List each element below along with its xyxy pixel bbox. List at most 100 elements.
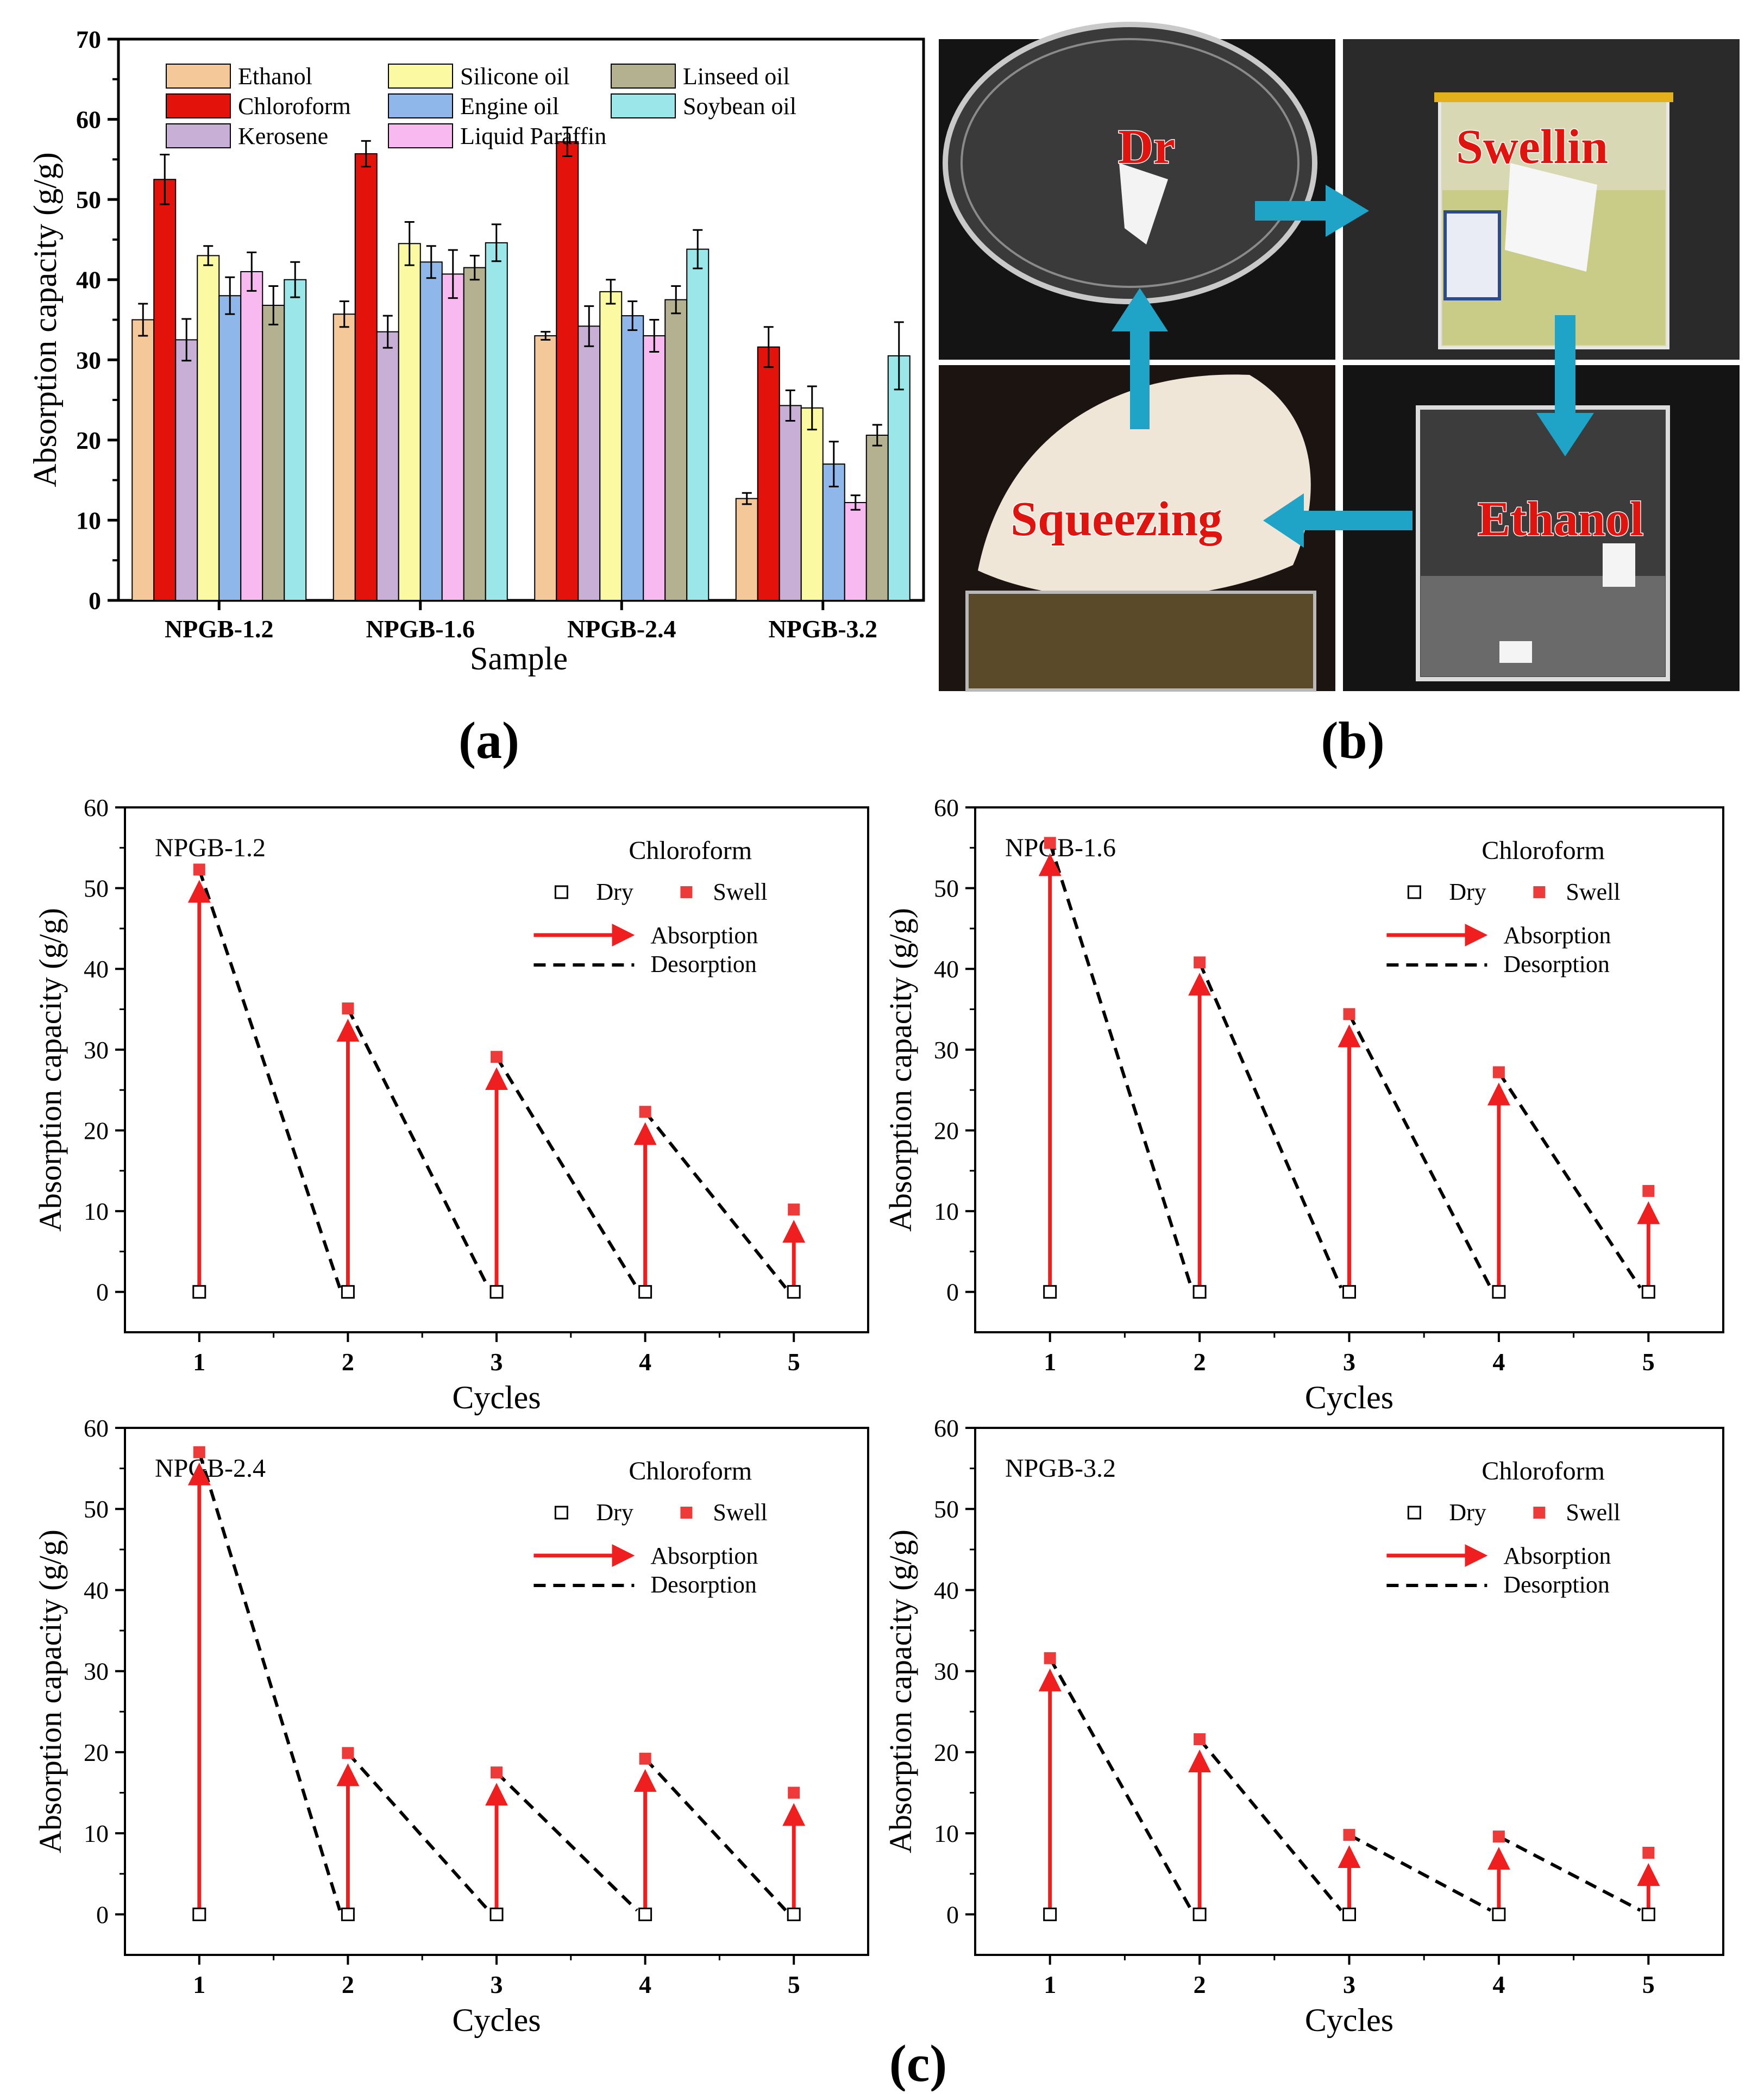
petri-dish [943, 22, 1317, 304]
bar-chart-panel: 0 10 20 30 40 50 60 70 Absorption capacity (g/g)… [27, 26, 925, 676]
bar-liquid-paraffin [240, 271, 263, 601]
x-axis-label: Cycles [1305, 1380, 1393, 1415]
legend-swell-marker [680, 1507, 693, 1519]
y-tick-label: 30 [934, 1036, 959, 1064]
bar-ethanol [534, 335, 557, 601]
y-tick-label: 20 [84, 1117, 109, 1144]
sample-annotation: NPGB-1.2 [155, 833, 266, 862]
legend-label: Dry [596, 1499, 633, 1526]
bar-kerosene [376, 331, 399, 601]
y-tick-label: 10 [934, 1198, 959, 1225]
legend-swatch [388, 64, 453, 89]
bar-engine-oil [218, 295, 242, 601]
legend-title: Chloroform [1481, 836, 1605, 865]
y-axis-label: Absorption capacity (g/g) [33, 908, 68, 1232]
x-tick-label: 3 [1343, 1348, 1355, 1376]
label-swelling: Swellin [1456, 120, 1608, 174]
legend-label: Engine oil [460, 93, 559, 120]
y-tick-label: 30 [84, 1658, 109, 1685]
desorption-line [1048, 842, 1193, 1289]
x-tick-label: 2 [342, 1348, 354, 1376]
y-tick-label: 10 [76, 506, 101, 534]
dry-marker [1192, 1285, 1207, 1299]
swell-marker [1642, 1184, 1655, 1197]
arrow-ethanol-to-squeezing [1263, 493, 1413, 548]
sample-annotation: NPGB-1.6 [1005, 833, 1116, 862]
x-tick-label: 4 [639, 1971, 651, 1998]
x-tick-label: 5 [1642, 1348, 1655, 1376]
legend-swatch [166, 64, 231, 89]
legend-swatch [388, 123, 453, 148]
dry-marker [489, 1907, 504, 1921]
y-tick-label: 40 [76, 266, 101, 294]
swell-marker [1492, 1066, 1505, 1079]
x-tick-label: 1 [193, 1348, 205, 1376]
desorption-line [197, 1451, 342, 1911]
legend-dry-marker [1407, 885, 1421, 899]
legend-swatch [611, 64, 676, 89]
arrow-dry-to-swelling [1255, 185, 1369, 237]
x-tick-label: 5 [788, 1348, 800, 1376]
bar-soybean-oil [686, 248, 710, 601]
ethanol-liquid [1421, 576, 1665, 676]
dry-marker [638, 1285, 652, 1299]
desorption-line [1049, 1657, 1193, 1911]
bar-linseed-oil [463, 267, 486, 601]
desorption-line [1198, 1738, 1342, 1911]
legend-label: Desorption [1503, 1571, 1610, 1598]
legend-label: Dry [1449, 879, 1486, 905]
x-tick-label: 2 [1194, 1348, 1206, 1376]
swell-marker [639, 1752, 651, 1765]
dry-marker [1492, 1907, 1506, 1921]
y-axis-label: Absorption capacity (g/g) [33, 1529, 68, 1853]
y-tick-label: 20 [934, 1739, 959, 1766]
x-axis-label: Cycles [452, 2002, 541, 2038]
y-tick-label: 30 [84, 1036, 109, 1064]
bar-soybean-oil [284, 279, 307, 601]
swell-marker [1044, 1652, 1056, 1664]
bar-silicone-oil [197, 255, 220, 601]
dry-marker [1192, 1907, 1207, 1921]
y-tick-label: 60 [84, 1414, 109, 1442]
x-tick-label: NPGB-1.6 [366, 615, 475, 643]
desorption-line [644, 1757, 787, 1911]
y-tick-label: 40 [934, 1576, 959, 1604]
legend-label: Liquid Paraffin [460, 123, 606, 149]
bar-soybean-oil [485, 242, 508, 601]
swell-marker [342, 1002, 354, 1015]
bar-kerosene [577, 325, 601, 601]
legend-label: Silicone oil [460, 63, 570, 90]
rubber-band [1434, 92, 1673, 102]
y-tick-label: 0 [946, 1278, 959, 1306]
legend-dry-marker [1407, 1506, 1421, 1520]
x-tick-label: 2 [1194, 1971, 1206, 1998]
bar-silicone-oil [398, 243, 421, 601]
legend-swell-marker [1533, 886, 1546, 898]
bar-liquid-paraffin [643, 335, 666, 601]
swell-marker [193, 1446, 205, 1458]
bar-linseed-oil [262, 304, 285, 601]
y-tick-label: 10 [84, 1198, 109, 1225]
x-tick-label: NPGB-3.2 [768, 615, 877, 643]
desorption-line [1348, 1833, 1492, 1912]
dry-marker [1342, 1285, 1356, 1299]
y-tick-label: 10 [934, 1820, 959, 1847]
legend-swell-marker [680, 886, 693, 898]
dry-marker [787, 1907, 801, 1921]
legend-label: Absorption [650, 922, 758, 949]
legend-dry-marker [554, 885, 568, 899]
y-tick-label: 20 [84, 1739, 109, 1766]
x-tick-label: 1 [1044, 1348, 1056, 1376]
bar-ethanol [735, 498, 758, 601]
swell-marker [1044, 837, 1056, 849]
ethanol-sample-2 [1499, 641, 1532, 663]
desorption-line [197, 869, 342, 1289]
arrow-squeezing-to-dry [1112, 288, 1168, 429]
x-tick-label: 5 [1642, 1971, 1655, 1998]
desorption-line [1497, 1071, 1642, 1289]
swell-marker [788, 1203, 800, 1216]
swell-marker [1492, 1830, 1505, 1843]
legend-swatch [166, 123, 231, 148]
swell-marker [788, 1786, 800, 1799]
label-dry: Dr [1118, 120, 1175, 174]
